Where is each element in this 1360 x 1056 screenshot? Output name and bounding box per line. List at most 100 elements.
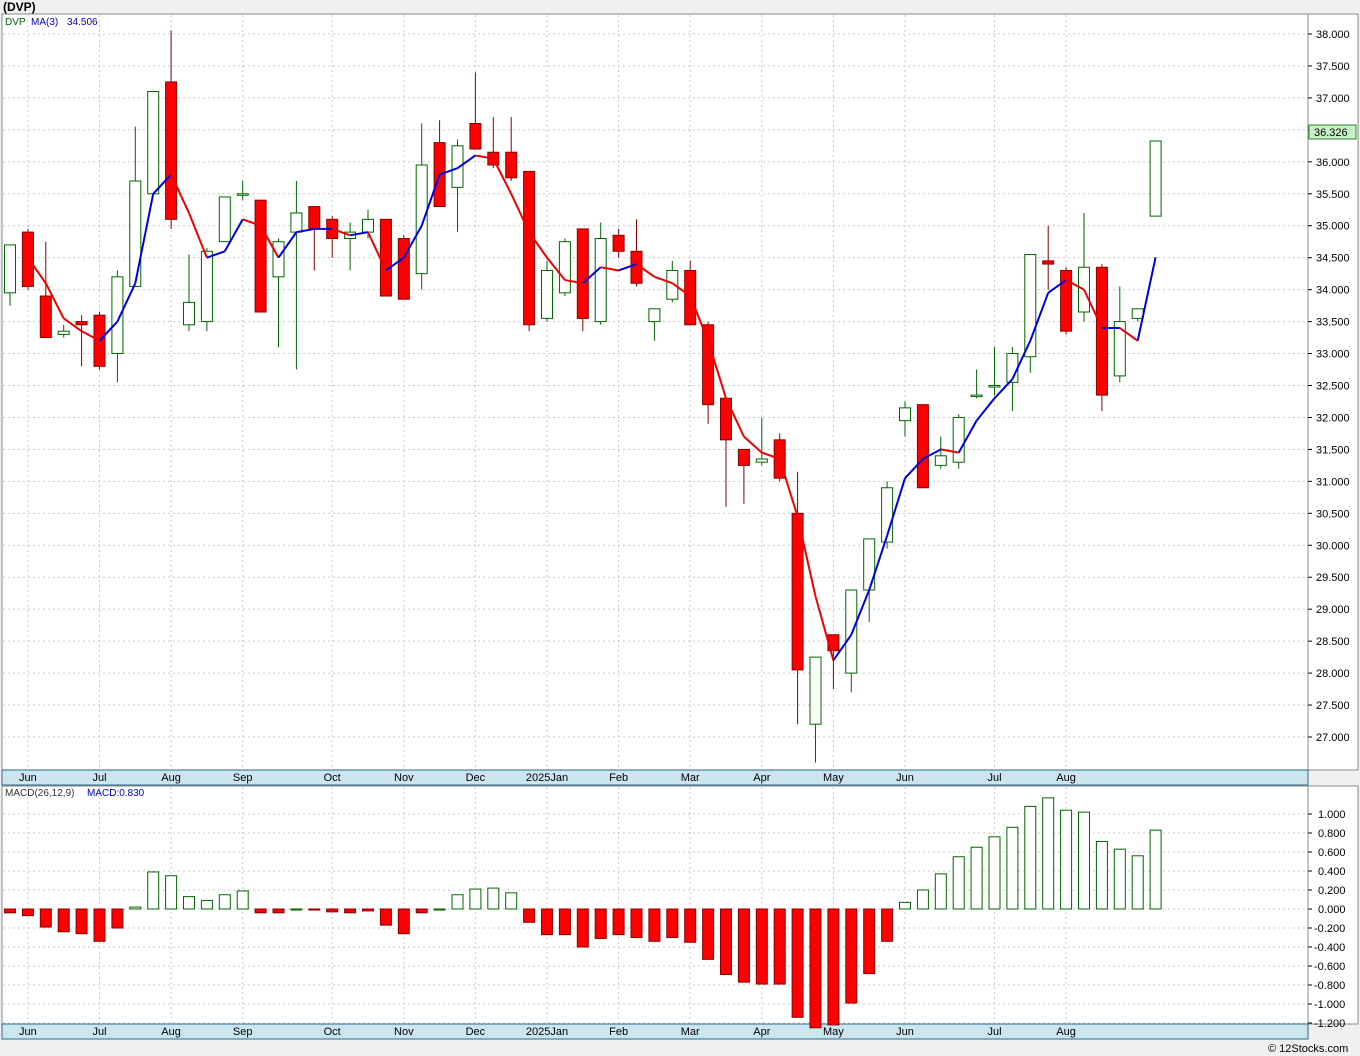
candle-up (648, 308, 661, 341)
month-label: Feb (609, 772, 628, 784)
ma-segment (922, 448, 942, 460)
candle-down (165, 30, 178, 229)
month-label: Aug (1056, 772, 1076, 784)
macd-bar (415, 908, 428, 914)
candle-body (1095, 266, 1108, 396)
candle-body (451, 145, 464, 188)
candle-down (397, 235, 410, 300)
candle-body (737, 448, 750, 466)
candle-up (183, 254, 195, 332)
month-label: Jul (92, 772, 106, 784)
macd-xaxis-band (1, 1023, 1309, 1040)
macd-bar (344, 908, 357, 914)
month-label: May (823, 1026, 844, 1038)
macd-tick-label: -0.600 (1314, 961, 1345, 973)
candle-up (988, 347, 1001, 396)
macd-bar (1024, 805, 1037, 910)
candle-body (111, 276, 124, 355)
candle-body (129, 180, 142, 287)
month-label: May (823, 772, 844, 784)
ma-segment (814, 596, 835, 661)
ma-segment (671, 282, 691, 297)
candle-up (970, 369, 983, 399)
candle-body (558, 241, 571, 294)
ma-segment (564, 279, 583, 285)
macd-bar (362, 908, 374, 912)
macd-bar (1131, 855, 1144, 910)
ma-segment (475, 154, 494, 160)
price-tick-label: 32.500 (1316, 381, 1350, 393)
macd-bar (970, 846, 983, 910)
macd-value: MACD:0.830 (87, 788, 145, 799)
macd-bar (290, 908, 303, 911)
price-tick-label: 28.500 (1316, 636, 1350, 648)
ma-segment (654, 275, 673, 285)
candle-up (558, 238, 571, 297)
macd-tick-label: -1.200 (1314, 1018, 1345, 1030)
price-tick-label: 35.500 (1316, 189, 1350, 201)
candle-body (200, 250, 213, 323)
candle-body (1149, 140, 1162, 217)
macd-bar (39, 908, 52, 928)
candle-body (755, 458, 768, 463)
price-axis-ticks: 27.000 27.500 28.000 28.500 29.000 29.500 30.0… (1308, 29, 1350, 744)
macd-bar (57, 908, 70, 933)
price-tick-label: 29.500 (1316, 572, 1350, 584)
price-tick-label: 31.500 (1316, 444, 1350, 456)
ma-segment (63, 317, 83, 332)
candle-body (576, 228, 589, 319)
macd-bar (827, 908, 840, 1026)
candle-up (236, 180, 249, 201)
macd-bar (594, 908, 607, 939)
ma-segment (1065, 279, 1085, 291)
ma-segment (618, 263, 637, 272)
macd-tick-label: -0.400 (1314, 942, 1345, 954)
candle-body (970, 394, 983, 398)
macd-bar (183, 896, 195, 910)
macd-bar (1060, 809, 1073, 910)
ma-segment (635, 263, 655, 278)
price-axis-panel (1307, 13, 1359, 771)
price-tick-label: 37.000 (1316, 93, 1350, 105)
candle-up (952, 414, 965, 469)
price-tick-label: 33.000 (1316, 349, 1350, 361)
macd-bar (791, 908, 804, 1018)
macd-tick-label: 0.200 (1318, 885, 1346, 897)
ma-segment (904, 458, 924, 479)
macd-bar (1078, 811, 1090, 910)
macd-bar (433, 908, 446, 911)
macd-bar (916, 889, 929, 910)
macd-bar (308, 908, 321, 911)
macd-panel (1, 785, 1309, 1025)
ma-segment (223, 218, 244, 252)
candle-down (39, 241, 52, 339)
price-tick-label: 28.000 (1316, 668, 1350, 680)
candle-body (541, 269, 553, 319)
month-label: Mar (681, 772, 700, 784)
month-label: Sep (233, 772, 253, 784)
macd-bar (630, 908, 643, 938)
ma-segment (725, 397, 745, 438)
macd-bar (737, 908, 750, 983)
month-label: Jun (896, 772, 914, 784)
ma-segment (349, 231, 369, 237)
price-tick-label: 35.000 (1316, 221, 1350, 233)
macd-bar (1095, 841, 1108, 910)
candle-body (988, 385, 1001, 388)
month-label: Aug (161, 772, 181, 784)
price-tick-label: 27.000 (1316, 732, 1350, 744)
ma-segment (456, 154, 476, 170)
last-price-tag: 36.326 (1314, 127, 1348, 139)
ma-segment (81, 330, 100, 342)
macd-bar (129, 906, 142, 910)
candle-body (165, 81, 178, 220)
ma-segment (600, 266, 619, 272)
candle-body (308, 206, 321, 230)
macd-bar (576, 908, 589, 948)
candle-up (1024, 253, 1037, 373)
candle-down (612, 228, 625, 258)
ma-segment (850, 589, 871, 636)
ma-segment (940, 448, 959, 454)
month-label: Jun (896, 1026, 914, 1038)
ma-segment (277, 231, 298, 259)
